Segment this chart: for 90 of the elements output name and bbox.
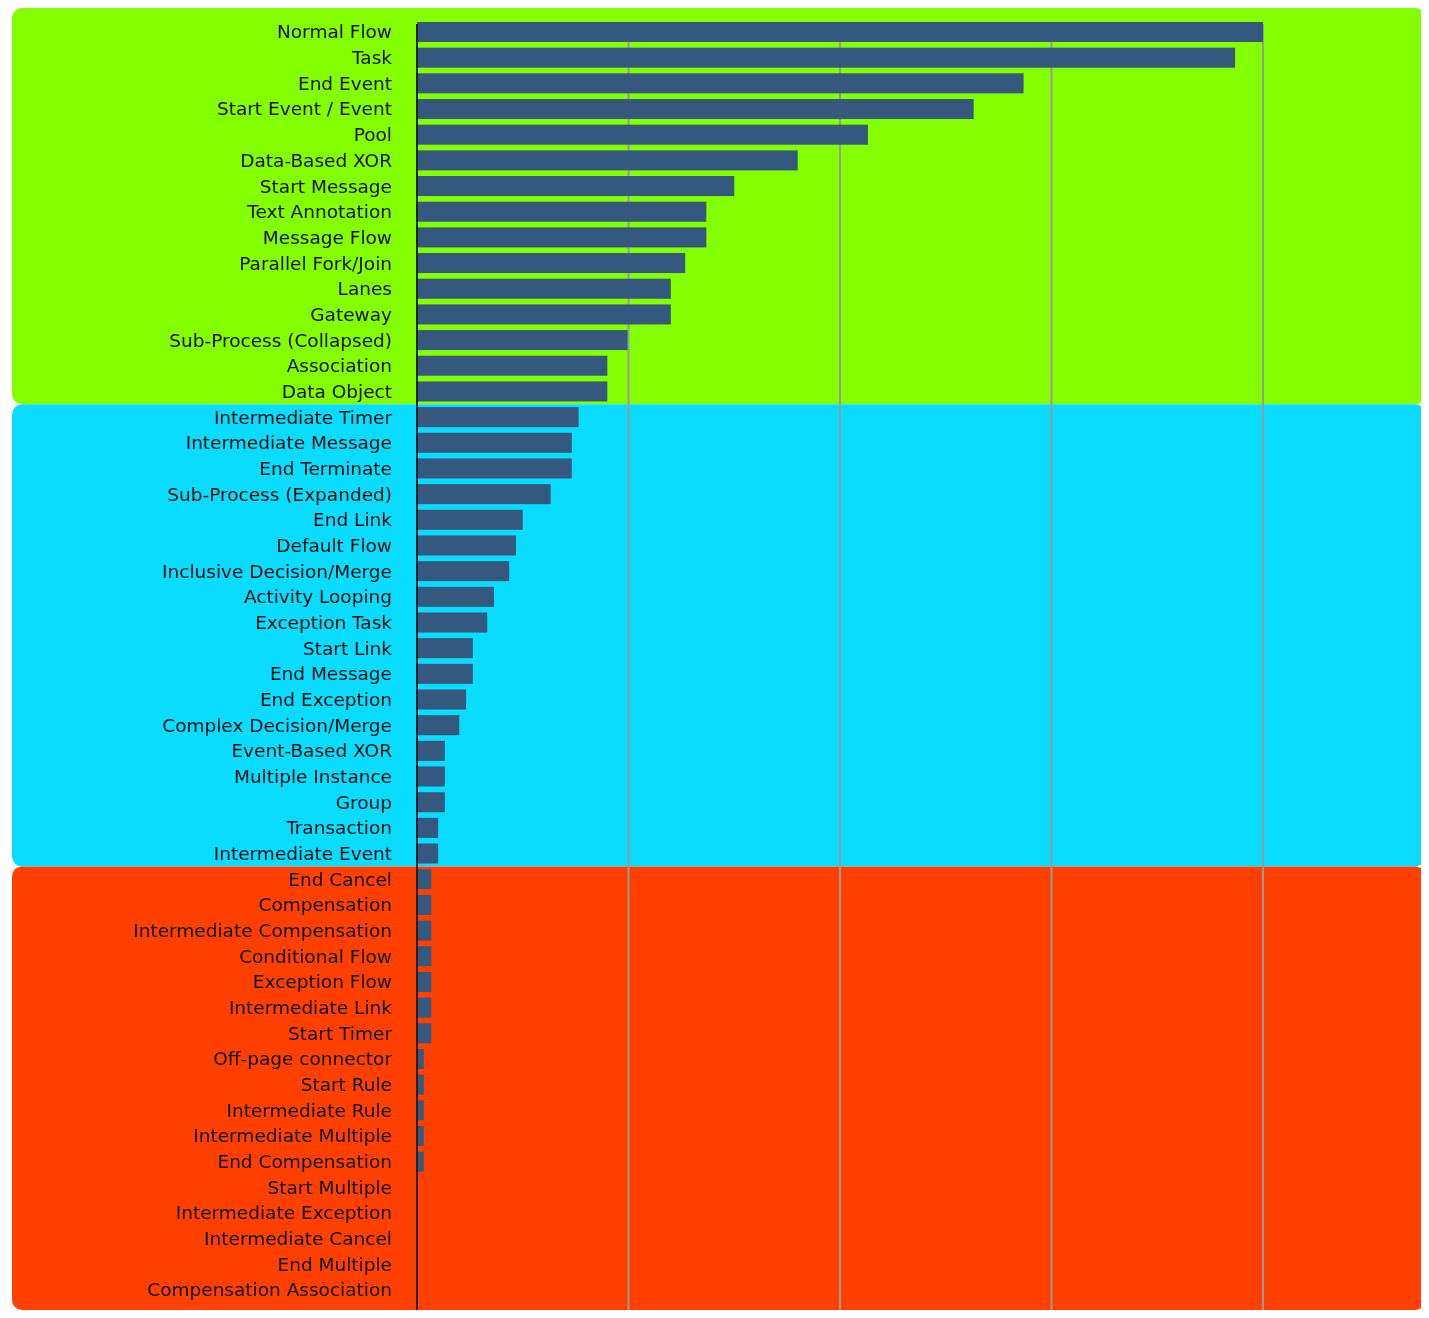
bar [417,920,432,941]
bar [417,946,432,967]
y-tick-label: Data-Based XOR [240,149,393,171]
y-tick-label: Start Timer [288,1022,393,1044]
y-tick-label: Pool [353,124,392,146]
y-tick-label: Inclusive Decision/Merge [162,560,392,582]
bar [417,971,432,992]
y-tick-label: Intermediate Rule [226,1099,392,1121]
y-tick-label: Activity Looping [243,586,392,608]
y-tick-label: End Event [297,72,392,94]
y-tick-label: Exception Task [255,611,393,633]
y-tick-label: Exception Flow [252,971,392,993]
y-tick-label: Group [335,791,392,813]
bar [417,73,1024,94]
y-tick-label: Compensation [258,894,392,916]
bar [417,663,473,684]
y-tick-label: Intermediate Multiple [193,1125,392,1147]
y-tick-label: Intermediate Event [213,843,392,865]
bar [417,535,516,556]
bar [417,740,445,761]
bar [417,176,735,197]
y-tick-label: Lanes [337,278,392,300]
y-tick-label: End Compensation [217,1151,392,1173]
bar [417,484,551,505]
bar [417,869,432,890]
y-tick-label: Sub-Process (Collapsed) [169,329,392,351]
bar [417,278,671,299]
bar [417,458,572,479]
y-tick-label: Message Flow [262,226,392,248]
bar [417,355,608,376]
y-tick-label: Transaction [285,817,392,839]
y-tick-label: Intermediate Exception [175,1202,392,1224]
y-tick-label: Event-Based XOR [231,740,393,762]
y-tick-label: Task [351,47,393,69]
y-tick-label: Text Annotation [246,201,392,223]
y-tick-label: Multiple Instance [233,766,392,788]
bar [417,432,572,453]
y-tick-label: End Terminate [259,457,392,479]
bar [417,304,671,325]
bar [417,124,868,145]
y-tick-label: End Exception [259,688,392,710]
y-tick-label: Conditional Flow [239,945,392,967]
y-tick-label: End Link [313,509,393,531]
y-tick-label: Intermediate Timer [213,406,393,428]
bar [417,894,432,915]
bar [417,715,460,736]
y-tick-label: Default Flow [276,534,392,556]
bar [417,21,1263,43]
y-tick-label: Association [286,355,392,377]
y-tick-label: Intermediate Message [185,432,392,454]
y-tick-label: Normal Flow [276,21,392,43]
bar [417,330,628,351]
y-tick-label: Complex Decision/Merge [162,714,392,736]
bar [417,253,686,274]
bar [417,561,510,582]
bar [417,689,467,710]
bar [417,509,523,530]
bar [417,612,488,633]
y-tick-label: Start Message [259,175,392,197]
y-tick-label: Parallel Fork/Join [239,252,392,274]
y-tick-label: End Multiple [277,1253,392,1275]
y-tick-label: Start Link [303,637,393,659]
bar [417,843,439,864]
bar [417,766,445,787]
bar [417,817,439,838]
y-tick-label: Compensation Association [147,1279,392,1301]
bar [417,586,494,607]
y-tick-label: Intermediate Cancel [204,1228,392,1250]
bar [417,150,798,171]
bar [417,99,974,120]
y-tick-label: End Message [269,663,392,685]
bar [417,997,432,1018]
y-tick-label: End Cancel [288,868,392,890]
y-tick-label: Start Event / Event [216,98,392,120]
y-tick-label: Gateway [310,303,393,325]
bar [417,381,608,402]
y-tick-label: Intermediate Link [228,997,393,1019]
y-tick-label: Data Object [281,380,392,402]
bar [417,201,707,222]
y-tick-label: Start Multiple [267,1176,392,1198]
bar [417,407,579,428]
y-tick-label: Off-page connector [213,1048,393,1070]
bar [417,638,473,659]
y-tick-label: Intermediate Compensation [133,920,392,942]
bar [417,227,707,248]
bar [417,47,1236,68]
bar [417,1023,432,1044]
bar [417,792,445,813]
y-tick-label: Sub-Process (Expanded) [167,483,392,505]
y-tick-label: Start Rule [300,1074,392,1096]
